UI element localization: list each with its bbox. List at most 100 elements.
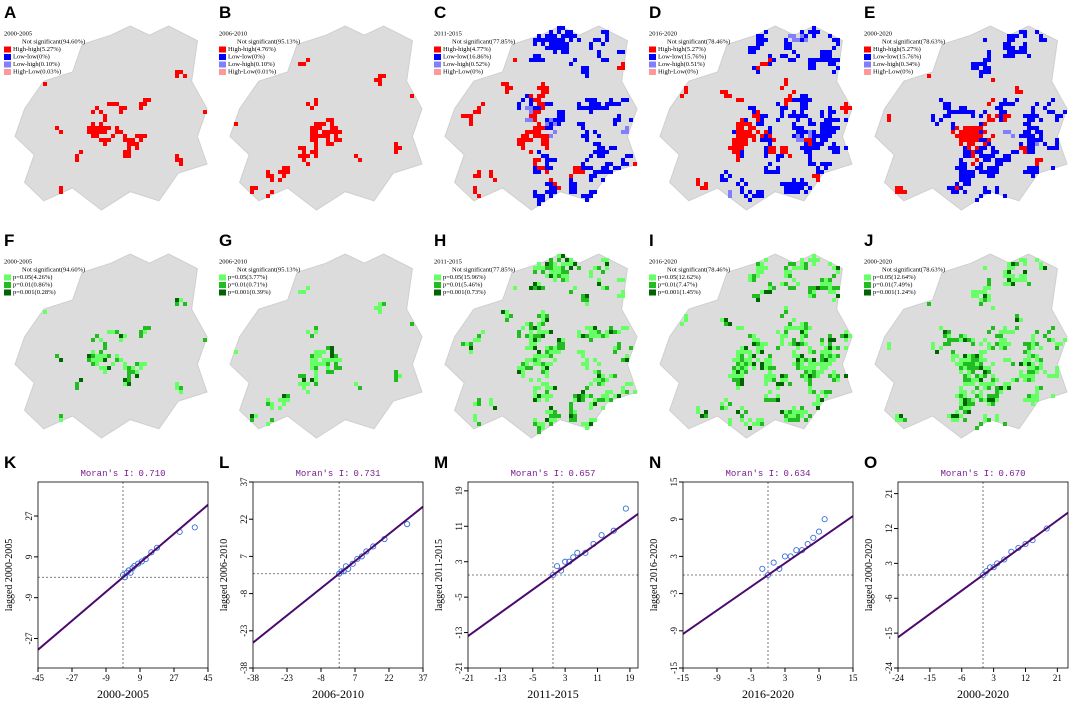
grid-cell: [780, 54, 784, 58]
grid-cell: [967, 358, 971, 362]
grid-cell: [533, 390, 537, 394]
grid-cell: [1031, 170, 1035, 174]
grid-cell: [784, 414, 788, 418]
grid-cell: [987, 54, 991, 58]
grid-cell: [991, 378, 995, 382]
grid-cell: [832, 354, 836, 358]
grid-cell: [473, 402, 477, 406]
grid-cell: [310, 358, 314, 362]
grid-cell: [613, 166, 617, 170]
legend-item: p=0.05(4.26%): [13, 274, 52, 281]
x-axis-label: 2000-2020: [957, 687, 1009, 701]
grid-cell: [605, 150, 609, 154]
grid-cell: [820, 354, 824, 358]
grid-cell: [740, 362, 744, 366]
grid-cell: [123, 138, 127, 142]
grid-cell: [139, 334, 143, 338]
grid-cell: [971, 342, 975, 346]
grid-cell: [748, 190, 752, 194]
grid-cell: [983, 290, 987, 294]
grid-cell: [521, 142, 525, 146]
grid-cell: [768, 146, 772, 150]
grid-cell: [983, 374, 987, 378]
grid-cell: [808, 286, 812, 290]
grid-cell: [577, 38, 581, 42]
grid-cell: [704, 182, 708, 186]
grid-cell: [720, 90, 724, 94]
grid-cell: [788, 182, 792, 186]
grid-cell: [959, 358, 963, 362]
grid-cell: [1055, 142, 1059, 146]
grid-cell: [135, 374, 139, 378]
grid-cell: [537, 134, 541, 138]
legend-item: p=0.001(0.39%): [228, 289, 271, 296]
grid-cell: [979, 74, 983, 78]
grid-cell: [1023, 146, 1027, 150]
grid-cell: [995, 414, 999, 418]
grid-cell: [959, 158, 963, 162]
grid-cell: [987, 142, 991, 146]
grid-cell: [816, 406, 820, 410]
grid-cell: [585, 66, 589, 70]
grid-cell: [326, 358, 330, 362]
grid-cell: [1019, 146, 1023, 150]
plot-title: Moran's I: 0.731: [295, 469, 380, 479]
grid-cell: [282, 398, 286, 402]
grid-cell: [43, 310, 47, 314]
grid-cell: [1031, 138, 1035, 142]
grid-cell: [764, 382, 768, 386]
grid-cell: [589, 102, 593, 106]
grid-cell: [1007, 342, 1011, 346]
grid-cell: [959, 174, 963, 178]
grid-cell: [473, 338, 477, 342]
grid-cell: [577, 350, 581, 354]
grid-cell: [326, 346, 330, 350]
grid-cell: [314, 350, 318, 354]
grid-cell: [87, 130, 91, 134]
grid-cell: [1051, 326, 1055, 330]
grid-cell: [581, 66, 585, 70]
grid-cell: [286, 398, 290, 402]
grid-cell: [792, 410, 796, 414]
grid-cell: [836, 66, 840, 70]
grid-cell: [947, 110, 951, 114]
grid-cell: [553, 34, 557, 38]
grid-cell: [1039, 362, 1043, 366]
grid-cell: [537, 334, 541, 338]
grid-cell: [1011, 330, 1015, 334]
grid-cell: [306, 330, 310, 334]
grid-cell: [800, 30, 804, 34]
legend-item: Not significant(77.85%): [452, 38, 515, 45]
grid-cell: [593, 170, 597, 174]
grid-cell: [143, 330, 147, 334]
grid-cell: [537, 198, 541, 202]
grid-cell: [975, 198, 979, 202]
grid-cell: [473, 174, 477, 178]
grid-cell: [127, 142, 131, 146]
grid-cell: [143, 134, 147, 138]
grid-cell: [1003, 154, 1007, 158]
grid-cell: [955, 354, 959, 358]
grid-cell: [1007, 54, 1011, 58]
grid-cell: [533, 110, 537, 114]
grid-cell: [577, 398, 581, 402]
grid-cell: [784, 146, 788, 150]
grid-cell: [700, 186, 704, 190]
grid-cell: [621, 158, 625, 162]
grid-cell: [983, 350, 987, 354]
grid-cell: [549, 158, 553, 162]
grid-cell: [788, 382, 792, 386]
grid-cell: [330, 130, 334, 134]
grid-cell: [99, 138, 103, 142]
grid-cell: [481, 102, 485, 106]
grid-cell: [991, 394, 995, 398]
panel-letter: E: [864, 3, 875, 22]
grid-cell: [971, 354, 975, 358]
grid-cell: [477, 106, 481, 110]
grid-cell: [959, 362, 963, 366]
legend-swatch: [864, 69, 871, 75]
grid-cell: [776, 394, 780, 398]
grid-cell: [963, 390, 967, 394]
grid-cell: [139, 138, 143, 142]
legend-swatch: [4, 274, 11, 281]
